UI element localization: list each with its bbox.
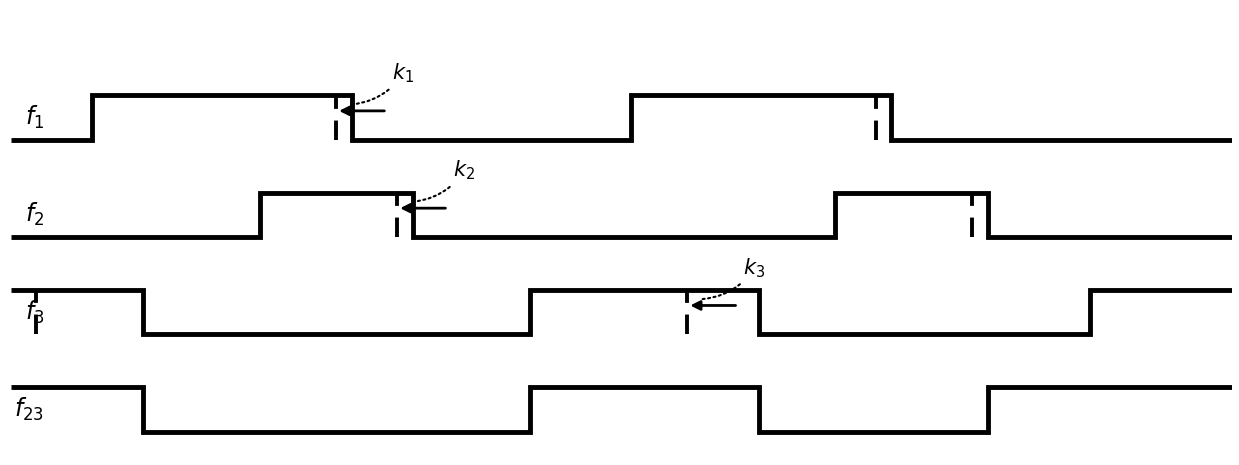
Text: $f_{23}$: $f_{23}$: [14, 396, 45, 423]
Text: $k_1$: $k_1$: [351, 61, 414, 105]
Text: $f_2$: $f_2$: [25, 201, 45, 228]
Text: $f_3$: $f_3$: [25, 299, 45, 326]
Text: $f_1$: $f_1$: [25, 104, 45, 131]
Text: $k_3$: $k_3$: [703, 256, 766, 299]
Text: $k_2$: $k_2$: [413, 159, 476, 202]
